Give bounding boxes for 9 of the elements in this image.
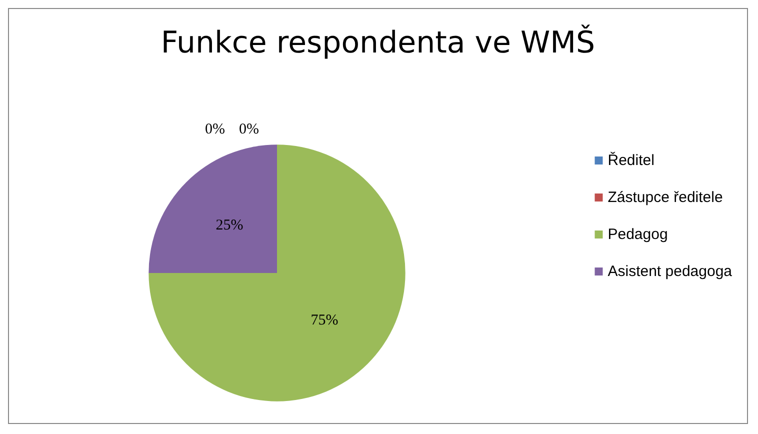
data-label: 25% bbox=[216, 218, 244, 234]
data-label: 75% bbox=[310, 312, 338, 328]
legend-label: Pedagog bbox=[608, 226, 668, 243]
chart-title: Funkce respondenta ve WMŠ bbox=[160, 24, 596, 60]
legend-label: Zástupce ředitele bbox=[608, 189, 723, 206]
text: 0% bbox=[205, 122, 225, 138]
legend-label: Ředitel bbox=[608, 151, 654, 169]
legend-label: Asistent pedagoga bbox=[608, 263, 733, 280]
text: 0% bbox=[239, 122, 259, 138]
